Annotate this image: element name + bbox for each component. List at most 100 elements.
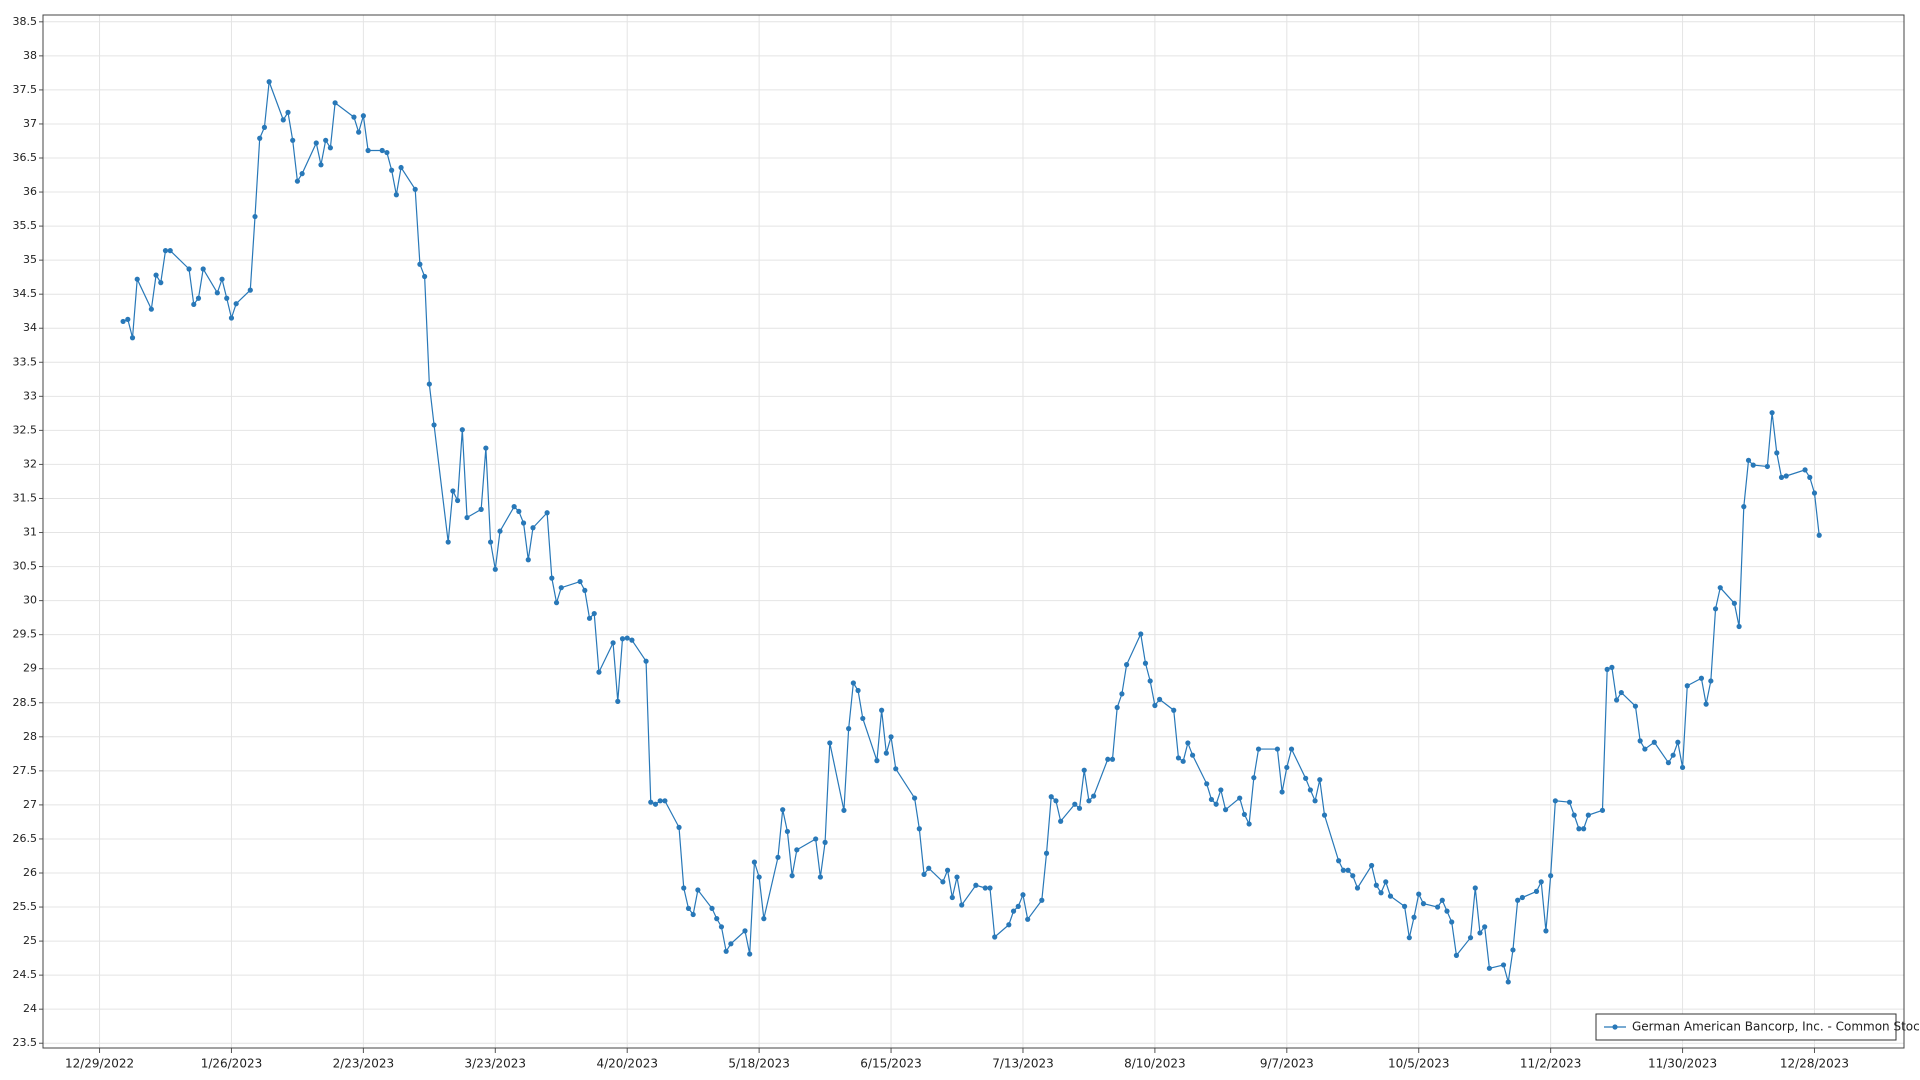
data-point <box>916 826 922 832</box>
data-point <box>455 497 461 504</box>
data-point <box>351 114 357 120</box>
data-point <box>1043 850 1050 856</box>
data-point <box>417 261 423 267</box>
data-point <box>1510 947 1516 953</box>
data-point <box>1015 903 1021 909</box>
data-point <box>1175 755 1182 761</box>
data-point <box>1387 893 1394 899</box>
data-point <box>1420 901 1427 907</box>
data-point <box>125 316 131 322</box>
data-point <box>120 318 126 325</box>
y-tick-label: 27 <box>23 798 37 811</box>
data-point <box>1147 678 1153 684</box>
data-point <box>1279 789 1285 795</box>
data-point <box>1533 888 1540 894</box>
data-point <box>1218 787 1224 793</box>
data-point <box>356 129 362 135</box>
data-point <box>577 578 583 585</box>
y-tick-label: 35.5 <box>13 219 38 232</box>
x-tick-label: 11/2/2023 <box>1520 1057 1582 1071</box>
data-point <box>624 635 630 641</box>
data-point <box>1745 457 1752 463</box>
data-point <box>1109 756 1116 762</box>
data-point <box>1543 928 1549 934</box>
data-point <box>1006 922 1012 928</box>
data-point <box>1072 801 1078 807</box>
data-point <box>1576 826 1582 832</box>
data-point <box>1317 777 1323 783</box>
data-point <box>445 539 451 545</box>
data-point <box>332 100 338 106</box>
data-point <box>1708 678 1714 684</box>
data-point <box>1807 474 1813 480</box>
y-tick-label: 23.5 <box>13 1036 38 1049</box>
data-point <box>1383 879 1389 885</box>
data-point <box>360 113 366 119</box>
data-point <box>1741 504 1747 510</box>
data-point <box>1736 623 1742 630</box>
data-point <box>944 867 951 873</box>
x-tick-label: 10/5/2023 <box>1388 1057 1450 1071</box>
data-point <box>191 301 197 308</box>
data-point <box>1642 746 1648 752</box>
data-point <box>1246 821 1252 827</box>
y-tick-label: 38 <box>23 49 37 62</box>
data-point <box>384 149 390 156</box>
y-tick-label: 37 <box>23 117 37 130</box>
data-point <box>516 508 522 515</box>
data-point <box>610 640 616 646</box>
data-point <box>158 280 164 286</box>
data-point <box>1241 811 1248 818</box>
data-point <box>1632 703 1639 709</box>
data-point <box>1373 882 1379 888</box>
data-point <box>992 934 998 940</box>
x-tick-label: 12/28/2023 <box>1780 1057 1849 1071</box>
data-point <box>200 266 206 272</box>
data-point <box>1500 962 1507 968</box>
data-point <box>224 295 230 301</box>
data-point <box>817 874 823 880</box>
data-point <box>582 587 588 594</box>
data-point <box>1609 664 1615 670</box>
data-point <box>478 506 484 512</box>
data-point <box>313 140 319 146</box>
data-point <box>257 135 263 141</box>
data-point <box>1774 450 1780 456</box>
data-point <box>709 905 715 912</box>
data-point <box>723 948 729 954</box>
data-point <box>591 610 597 617</box>
data-point <box>1552 798 1558 804</box>
data-point <box>1189 752 1196 758</box>
data-point <box>553 600 560 606</box>
data-point <box>615 698 621 704</box>
plot-area <box>43 15 1904 1048</box>
data-point <box>1599 807 1606 813</box>
data-point <box>1684 683 1690 689</box>
data-point <box>662 798 668 804</box>
y-tick-label: 33 <box>23 389 37 402</box>
data-point <box>1439 897 1445 903</box>
data-point <box>1124 662 1130 668</box>
data-point <box>544 510 550 516</box>
x-tick-label: 9/7/2023 <box>1260 1057 1314 1071</box>
data-point <box>365 147 371 154</box>
data-point <box>497 528 503 534</box>
y-tick-label: 36.5 <box>13 151 38 164</box>
data-point <box>1434 904 1441 910</box>
y-tick-label: 35 <box>23 253 37 266</box>
legend: German American Bancorp, Inc. - Common S… <box>1595 1013 1920 1041</box>
data-point <box>1581 826 1587 832</box>
data-point <box>228 315 235 321</box>
data-point <box>511 504 517 510</box>
x-tick-label: 12/29/2022 <box>65 1057 134 1071</box>
data-point <box>450 488 456 494</box>
data-point <box>1467 935 1474 941</box>
data-point <box>1519 894 1525 901</box>
data-point <box>1571 812 1577 818</box>
data-point <box>751 859 758 865</box>
data-point <box>530 525 536 531</box>
data-point <box>1345 867 1351 873</box>
y-tick-label: 25.5 <box>13 900 38 913</box>
data-point <box>685 905 692 912</box>
